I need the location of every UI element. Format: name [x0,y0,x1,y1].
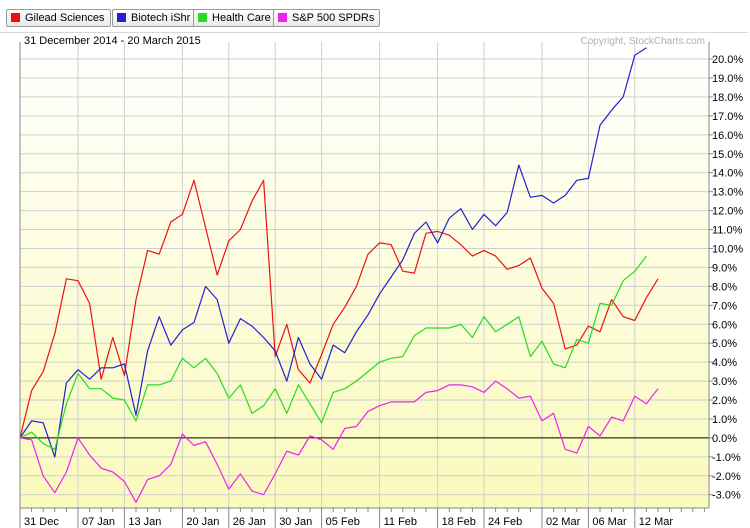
series-line-gilead-sciences [19,179,659,439]
x-tick-label: 30 Jan [279,516,312,528]
legend-label: S&P 500 SPDRs [292,12,375,24]
legend-item-health-care[interactable]: Health Care [193,9,277,27]
y-tick-label: 13.0% [712,187,743,199]
legend-item-biotech[interactable]: Biotech iShr [112,9,197,27]
legend-label: Health Care [212,12,271,24]
x-tick-label: 06 Mar [592,516,627,528]
swatch-icon [117,13,126,22]
x-tick-label: 18 Feb [442,516,476,528]
y-tick-label: 1.0% [712,414,737,426]
legend: Gilead Sciences Biotech iShr Health Care… [0,0,748,33]
legend-item-gilead[interactable]: Gilead Sciences [6,9,111,27]
swatch-icon [198,13,207,22]
y-tick-label: 14.0% [712,168,743,180]
y-tick-label: 20.0% [712,54,743,66]
x-tick-label: 02 Mar [546,516,581,528]
x-tick-label: 07 Jan [82,516,115,528]
y-tick-label: 4.0% [712,357,737,369]
y-tick-label: -2.0% [712,471,741,483]
date-range: 31 December 2014 - 20 March 2015 [24,35,201,47]
y-tick-label: 18.0% [712,92,743,104]
y-tick-label: 6.0% [712,319,737,331]
series-line-biotech-ishr [19,47,647,458]
x-tick-label: 26 Jan [233,516,266,528]
x-tick-label: 12 Mar [639,516,674,528]
copyright: Copyright, StockCharts.com [581,36,706,47]
y-tick-label: 15.0% [712,149,743,161]
series-line-s-p-500-spdrs [19,380,659,503]
y-tick-label: 12.0% [712,206,743,218]
x-tick-label: 31 Dec [24,516,59,528]
x-axis-ticks: 31 Dec 07 Jan 13 Jan 20 Jan 26 Jan 30 Jan 05 F… [19,508,705,528]
legend-label: Gilead Sciences [25,12,105,24]
y-tick-label: 19.0% [712,73,743,85]
y-tick-label: -1.0% [712,452,741,464]
swatch-icon [11,13,20,22]
x-tick-label: 13 Jan [128,516,161,528]
series-lines [19,47,659,503]
y-tick-label: 8.0% [712,281,737,293]
y-tick-label: 9.0% [712,262,737,274]
chart-area: 31 December 2014 - 20 March 2015 Copyrig… [19,35,743,528]
y-tick-label: 10.0% [712,243,743,255]
y-tick-label: 3.0% [712,376,737,388]
x-tick-label: 24 Feb [488,516,522,528]
swatch-icon [278,13,287,22]
x-tick-label: 20 Jan [186,516,219,528]
plot-background [20,42,709,508]
legend-label: Biotech iShr [131,12,191,24]
vertical-gridlines [19,42,636,508]
y-tick-label: 0.0% [712,433,737,445]
series-line-health-care [19,255,647,450]
legend-item-sp500[interactable]: S&P 500 SPDRs [273,9,381,27]
x-tick-label: 05 Feb [326,516,360,528]
y-tick-label: 17.0% [712,111,743,123]
y-tick-label: 11.0% [712,225,743,237]
y-tick-label: 16.0% [712,130,743,142]
y-tick-label: 5.0% [712,338,737,350]
y-tick-label: 2.0% [712,395,737,407]
x-tick-label: 11 Feb [384,516,417,528]
y-axis-ticks: 20.0% 19.0% 18.0% 17.0% 16.0% 15.0% 14.0% 13.0%… [709,54,743,502]
y-tick-label: 7.0% [712,300,737,312]
y-tick-label: -3.0% [712,490,741,502]
